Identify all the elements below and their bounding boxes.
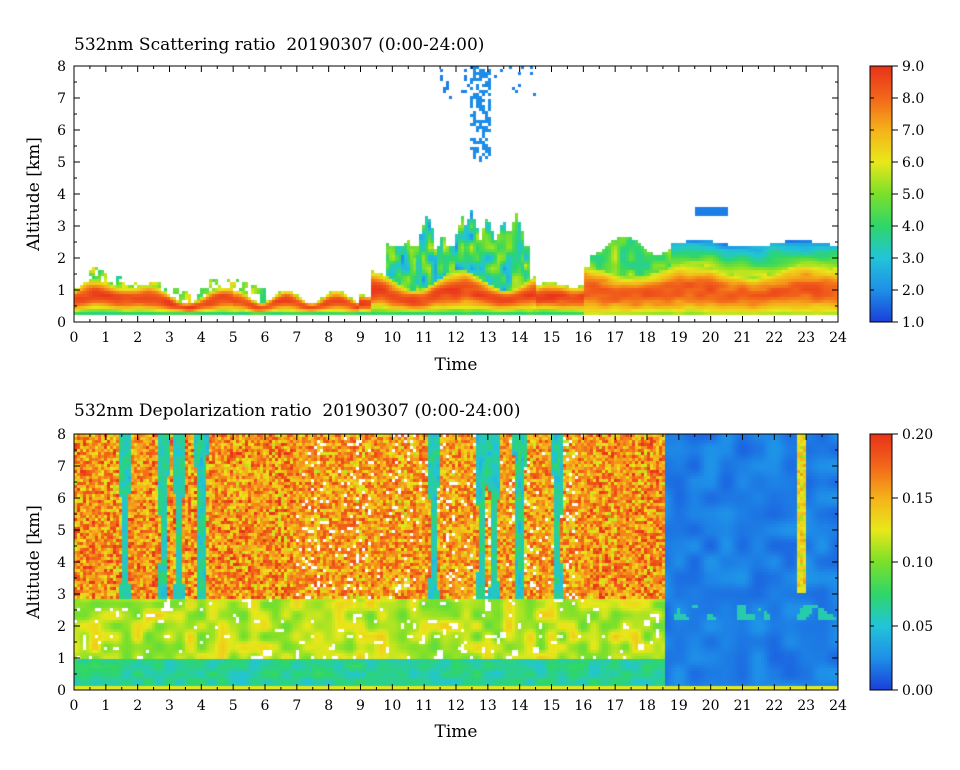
y-tick-label: 6: [57, 491, 66, 507]
x-tick-label: 13: [479, 330, 497, 346]
y-tick-label: 3: [57, 219, 66, 235]
x-tick-label: 3: [165, 698, 174, 714]
x-tick-label: 11: [415, 330, 433, 346]
y-tick-label: 8: [57, 427, 66, 443]
x-tick-label: 12: [447, 330, 465, 346]
x-tick-label: 21: [734, 330, 752, 346]
colorbar-tick-label: 4.0: [902, 219, 924, 235]
colorbar-tick-label: 0.00: [902, 683, 933, 699]
x-tick-label: 23: [797, 330, 815, 346]
y-tick-label: 4: [57, 187, 66, 203]
chart-title: 532nm Depolarization ratio 20190307 (0:0…: [74, 401, 521, 421]
y-tick-label: 3: [57, 587, 66, 603]
chart-title: 532nm Scattering ratio 20190307 (0:00-24…: [74, 35, 484, 55]
x-tick-label: 20: [702, 330, 720, 346]
x-tick-label: 21: [734, 698, 752, 714]
colorbar-tick-label: 3.0: [902, 251, 924, 267]
y-tick-label: 7: [57, 91, 66, 107]
colorbar-tick-label: 7.0: [902, 123, 924, 139]
colorbar-tick-label: 0.05: [902, 619, 933, 635]
x-tick-label: 19: [670, 330, 688, 346]
y-tick-label: 5: [57, 523, 66, 539]
x-tick-label: 17: [606, 698, 624, 714]
x-tick-label: 18: [638, 698, 656, 714]
x-tick-label: 3: [165, 330, 174, 346]
x-tick-label: 8: [324, 330, 333, 346]
x-tick-label: 6: [261, 698, 270, 714]
x-tick-label: 0: [70, 698, 79, 714]
x-tick-label: 2: [133, 330, 142, 346]
x-tick-label: 2: [133, 698, 142, 714]
colorbar-tick-label: 0.20: [902, 427, 933, 443]
y-tick-label: 0: [57, 315, 66, 331]
x-tick-label: 5: [229, 698, 238, 714]
x-tick-label: 16: [574, 698, 592, 714]
colorbar-tick-label: 0.15: [902, 491, 933, 507]
x-tick-label: 4: [197, 330, 206, 346]
x-tick-label: 9: [356, 330, 365, 346]
y-axis-label: Altitude [km]: [24, 505, 44, 620]
y-tick-label: 7: [57, 459, 66, 475]
x-tick-label: 11: [415, 698, 433, 714]
y-tick-label: 5: [57, 155, 66, 171]
y-tick-label: 0: [57, 683, 66, 699]
x-tick-label: 14: [511, 698, 529, 714]
x-tick-label: 10: [383, 698, 401, 714]
x-tick-label: 6: [261, 330, 270, 346]
x-tick-label: 24: [829, 698, 847, 714]
y-tick-label: 2: [57, 619, 66, 635]
y-axis-label: Altitude [km]: [24, 137, 44, 252]
x-tick-label: 15: [543, 330, 561, 346]
x-tick-label: 15: [543, 698, 561, 714]
x-tick-label: 18: [638, 330, 656, 346]
x-axis-label: Time: [435, 355, 478, 375]
heatmap-image: [74, 434, 838, 690]
y-tick-label: 2: [57, 251, 66, 267]
y-tick-label: 1: [57, 651, 66, 667]
x-tick-label: 24: [829, 330, 847, 346]
x-tick-label: 23: [797, 698, 815, 714]
x-tick-label: 20: [702, 698, 720, 714]
x-tick-label: 5: [229, 330, 238, 346]
y-tick-label: 6: [57, 123, 66, 139]
scattering-ratio-panel: 532nm Scattering ratio 20190307 (0:00-24…: [24, 35, 484, 375]
x-tick-label: 0: [70, 330, 79, 346]
x-tick-label: 8: [324, 698, 333, 714]
x-tick-label: 22: [765, 330, 783, 346]
colorbar-tick-label: 8.0: [902, 91, 924, 107]
x-tick-label: 1: [101, 698, 110, 714]
x-tick-label: 19: [670, 698, 688, 714]
x-tick-label: 14: [511, 330, 529, 346]
x-tick-label: 12: [447, 698, 465, 714]
heatmap-image: [74, 66, 838, 322]
depolarization-ratio-panel: 532nm Depolarization ratio 20190307 (0:0…: [24, 401, 521, 742]
colorbar-tick-label: 5.0: [902, 187, 924, 203]
x-tick-label: 1: [101, 330, 110, 346]
x-tick-label: 9: [356, 698, 365, 714]
colorbar-tick-label: 6.0: [902, 155, 924, 171]
x-tick-label: 4: [197, 698, 206, 714]
x-tick-label: 10: [383, 330, 401, 346]
x-tick-label: 17: [606, 330, 624, 346]
colorbar-tick-label: 1.0: [902, 315, 924, 331]
y-tick-label: 8: [57, 59, 66, 75]
x-axis-label: Time: [435, 722, 478, 742]
colorbar-tick-label: 0.10: [902, 555, 933, 571]
y-tick-label: 4: [57, 555, 66, 571]
x-tick-label: 16: [574, 330, 592, 346]
colorbar-tick-label: 2.0: [902, 283, 924, 299]
x-tick-label: 22: [765, 698, 783, 714]
x-tick-label: 13: [479, 698, 497, 714]
y-tick-label: 1: [57, 283, 66, 299]
x-tick-label: 7: [292, 698, 301, 714]
x-tick-label: 7: [292, 330, 301, 346]
colorbar-tick-label: 9.0: [902, 59, 924, 75]
